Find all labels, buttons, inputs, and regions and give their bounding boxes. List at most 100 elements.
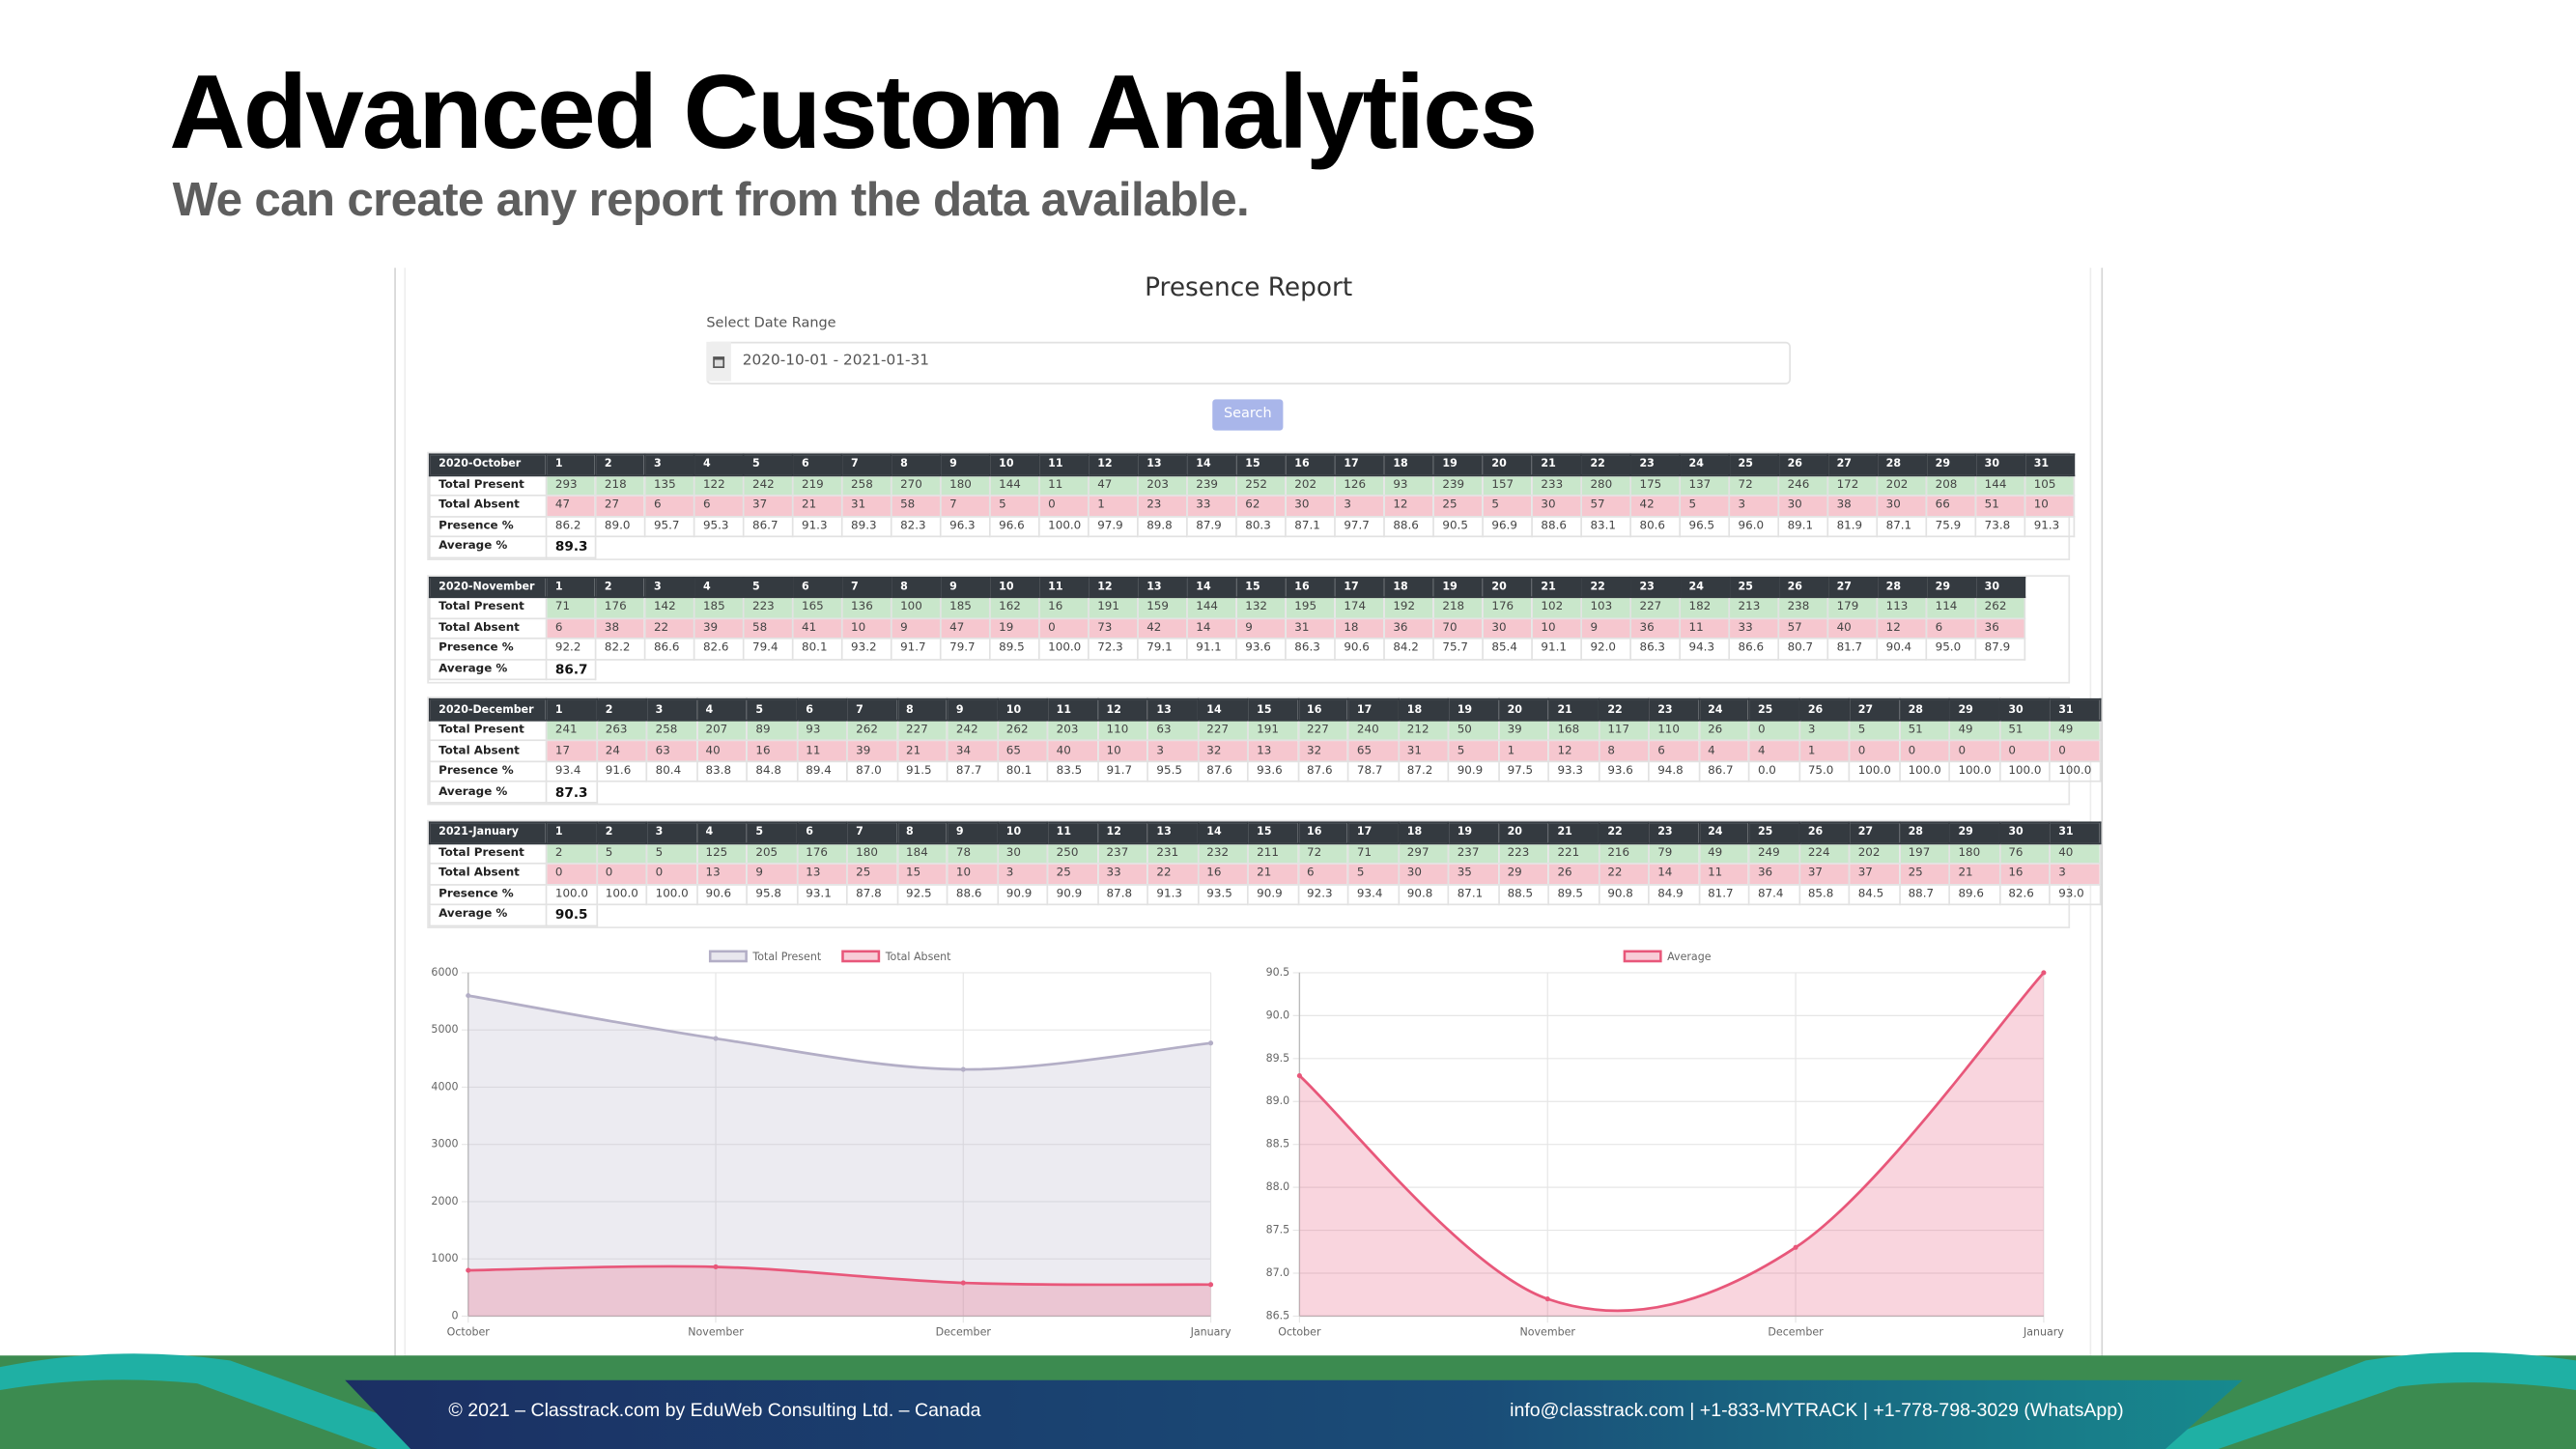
day-header: 31 bbox=[2049, 821, 2101, 844]
cell: 90.6 bbox=[695, 883, 748, 906]
cell: 0 bbox=[1037, 495, 1090, 517]
cell: 202 bbox=[1848, 841, 1901, 865]
cell: 213 bbox=[1728, 596, 1780, 619]
day-header: 29 bbox=[1948, 698, 2000, 722]
cell: 94.8 bbox=[1648, 760, 1700, 783]
day-header: 16 bbox=[1296, 698, 1349, 722]
cell: 142 bbox=[643, 596, 695, 619]
average-label: Average % bbox=[428, 535, 548, 558]
day-header: 25 bbox=[1728, 576, 1780, 599]
cell: 36 bbox=[1383, 617, 1434, 639]
cell: 5 bbox=[1848, 719, 1901, 742]
cell: 86.7 bbox=[1697, 760, 1750, 783]
day-header: 9 bbox=[946, 698, 999, 722]
cell: 136 bbox=[840, 596, 892, 619]
day-header: 31 bbox=[2049, 698, 2101, 722]
cell: 97.5 bbox=[1497, 760, 1549, 783]
cell: 32 bbox=[1296, 740, 1349, 762]
data-row: Total Present 293 218 135 122 242 219 258 270 180… bbox=[428, 473, 2076, 497]
day-header: 2 bbox=[594, 453, 646, 476]
y-tick-label: 89.0 bbox=[1266, 1094, 1290, 1107]
legend-swatch bbox=[841, 950, 881, 963]
date-label: Select Date Range bbox=[706, 315, 836, 332]
day-header: 19 bbox=[1447, 821, 1500, 844]
cell: 16 bbox=[1037, 596, 1090, 619]
cell: 21 bbox=[895, 740, 948, 762]
cell: 82.2 bbox=[594, 638, 646, 661]
average-label: Average % bbox=[428, 658, 548, 681]
cell: 3 bbox=[1334, 495, 1385, 517]
cell: 89.0 bbox=[594, 515, 646, 538]
cell: 23 bbox=[1137, 495, 1188, 517]
series-area bbox=[1299, 972, 2044, 1317]
cell: 71 bbox=[545, 596, 597, 619]
legend-label: Total Present bbox=[751, 951, 821, 963]
month-table-box: 2021-January 1 2 3 4 5 6 7 8 9 10 11 12 13 14 15 16 17 18 1… bbox=[427, 819, 2101, 929]
day-header: 3 bbox=[645, 821, 698, 844]
cell: 90.8 bbox=[1598, 883, 1650, 906]
day-header: 15 bbox=[1235, 453, 1287, 476]
cell: 159 bbox=[1137, 596, 1188, 619]
y-tick-label: 4000 bbox=[431, 1080, 458, 1093]
cell: 89.4 bbox=[796, 760, 848, 783]
cell: 96.9 bbox=[1482, 515, 1533, 538]
cell: 157 bbox=[1482, 473, 1533, 497]
cell: 80.3 bbox=[1235, 515, 1287, 538]
cell: 57 bbox=[1580, 495, 1631, 517]
cell: 14 bbox=[1186, 617, 1237, 639]
cell: 191 bbox=[1087, 596, 1139, 619]
cell: 21 bbox=[791, 495, 843, 517]
cell: 3 bbox=[1798, 719, 1851, 742]
day-header: 29 bbox=[1948, 821, 2000, 844]
cell: 100.0 bbox=[1848, 760, 1901, 783]
cell: 86.3 bbox=[1629, 638, 1682, 661]
cell: 102 bbox=[1531, 596, 1582, 619]
y-tick-label: 87.5 bbox=[1266, 1224, 1290, 1236]
search-button[interactable]: Search bbox=[1212, 399, 1284, 431]
cell: 12 bbox=[1547, 740, 1599, 762]
cell: 180 bbox=[845, 841, 898, 865]
cell: 80.4 bbox=[645, 760, 698, 783]
cell: 63 bbox=[1146, 719, 1199, 742]
cell: 6 bbox=[545, 617, 597, 639]
cell: 0 bbox=[1998, 740, 2051, 762]
cell: 100.0 bbox=[545, 883, 598, 906]
day-header: 12 bbox=[1096, 821, 1148, 844]
day-header: 4 bbox=[693, 576, 745, 599]
cell: 0 bbox=[1948, 740, 2000, 762]
day-header: 9 bbox=[939, 453, 991, 476]
cell: 237 bbox=[1096, 841, 1148, 865]
cell: 262 bbox=[845, 719, 898, 742]
cell: 227 bbox=[1629, 596, 1682, 619]
cell: 100.0 bbox=[1898, 760, 1950, 783]
cell: 78.7 bbox=[1346, 760, 1400, 783]
cell: 72.3 bbox=[1087, 638, 1139, 661]
cell: 38 bbox=[594, 617, 646, 639]
cell: 82.3 bbox=[890, 515, 942, 538]
average-row: Average % 86.7 bbox=[428, 658, 2025, 681]
day-header: 22 bbox=[1598, 698, 1650, 722]
row-label: Total Absent bbox=[428, 740, 548, 762]
series-area bbox=[467, 995, 1211, 1317]
day-header: 12 bbox=[1096, 698, 1148, 722]
day-header: 26 bbox=[1798, 821, 1851, 844]
average-value: 86.7 bbox=[545, 658, 597, 681]
cell: 40 bbox=[1826, 617, 1879, 639]
cell: 30 bbox=[1777, 495, 1829, 517]
series-point bbox=[1208, 1282, 1214, 1288]
cell: 89.3 bbox=[840, 515, 892, 538]
data-row: Total Absent 47 27 6 6 37 21 31 58 7 5 0 1 23 33 62 30 3 1… bbox=[428, 495, 2076, 517]
cell: 65 bbox=[996, 740, 1049, 762]
cell: 100.0 bbox=[1037, 638, 1090, 661]
header-row: 2020-December 1 2 3 4 5 6 7 8 9 10 11 12 13 14 15 16 17 18… bbox=[428, 698, 2101, 722]
day-header: 10 bbox=[988, 576, 1040, 599]
cell: 17 bbox=[545, 740, 598, 762]
cell: 82.6 bbox=[693, 638, 745, 661]
cell: 232 bbox=[1197, 841, 1249, 865]
legend-swatch bbox=[1623, 950, 1662, 963]
cell: 84.9 bbox=[1648, 883, 1700, 906]
cell: 91.1 bbox=[1186, 638, 1237, 661]
cell: 96.5 bbox=[1679, 515, 1731, 538]
